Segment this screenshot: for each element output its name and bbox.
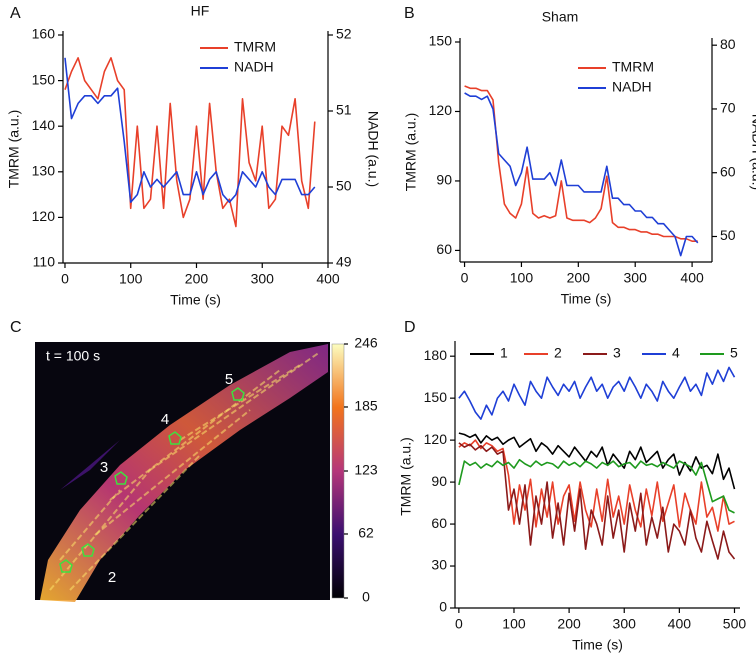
legend-label: 1 — [500, 345, 508, 361]
x-tick-label: 300 — [613, 616, 637, 632]
x-tick-label: 0 — [461, 270, 469, 286]
colorbar-tick-label: 123 — [354, 462, 378, 478]
y-tick-label: 0 — [439, 599, 447, 615]
series-line — [458, 366, 736, 420]
colorbar-tick-label: 246 — [354, 335, 378, 351]
panel-letter: D — [404, 319, 416, 336]
roi-outline — [114, 471, 128, 485]
chart-title: HF — [191, 3, 210, 19]
x-tick-label: 500 — [723, 616, 747, 632]
y2-tick-label: 80 — [720, 36, 736, 52]
y2-tick-label: 60 — [720, 163, 736, 179]
y-tick-label: 150 — [424, 389, 448, 405]
y-tick-label: 160 — [32, 26, 56, 42]
colorbar-tick-label: 0 — [362, 589, 370, 605]
y-tick-label: 180 — [424, 347, 448, 363]
series-line — [458, 442, 736, 560]
x-tick-label: 0 — [455, 616, 463, 632]
x-tick-label: 400 — [668, 616, 692, 632]
roi-outline — [59, 559, 73, 573]
y-tick-label: 140 — [32, 117, 56, 133]
x-axis-label: Time (s) — [561, 291, 612, 307]
legend-label: TMRM — [234, 39, 276, 55]
series-line — [458, 432, 736, 490]
y-tick-label: 150 — [32, 71, 56, 87]
x-tick-label: 100 — [510, 270, 534, 286]
x-axis-label: Time (s) — [572, 637, 623, 653]
cell-streak — [59, 489, 121, 561]
y-tick-label: 120 — [32, 208, 56, 224]
legend-label: 4 — [672, 345, 680, 361]
y-tick-label: 110 — [33, 254, 56, 270]
cell-edge — [60, 440, 120, 490]
legend-label: 5 — [730, 345, 738, 361]
x-tick-label: 200 — [567, 270, 591, 286]
y2-tick-label: 49 — [336, 254, 352, 270]
y-axis-label: TMRM (a.u.) — [398, 437, 414, 516]
legend-label: TMRM — [612, 59, 654, 75]
cell-streak — [94, 409, 251, 536]
series-line — [464, 92, 699, 257]
x-tick-label: 300 — [624, 270, 648, 286]
roi-label: 3 — [100, 459, 108, 476]
series-line — [458, 439, 735, 532]
legend-label: 3 — [613, 345, 621, 361]
y-tick-label: 130 — [32, 163, 56, 179]
y-axis-label: TMRM (a.u.) — [6, 110, 22, 189]
roi-label: 5 — [225, 371, 233, 388]
y-axis-label: TMRM (a.u.) — [403, 113, 419, 192]
y2-axis-label: NADH (a.u.) — [749, 114, 756, 190]
y-tick-label: 30 — [431, 557, 447, 573]
roi-outline — [168, 431, 182, 445]
x-tick-label: 400 — [316, 271, 340, 287]
legend-label: 2 — [554, 345, 562, 361]
y2-axis-label: NADH (a.u.) — [365, 111, 381, 187]
series-line — [464, 85, 698, 242]
legend-label: NADH — [612, 79, 652, 95]
x-tick-label: 100 — [119, 271, 143, 287]
image-annotation: t = 100 s — [46, 348, 100, 364]
cell-streak — [179, 364, 301, 441]
cell-streak — [69, 454, 201, 591]
cell-image — [40, 344, 328, 602]
y2-tick-label: 51 — [336, 102, 352, 118]
cell-streak — [149, 351, 321, 471]
roi-label: 4 — [161, 411, 169, 428]
series-line — [458, 458, 735, 514]
cell-streak — [49, 469, 151, 591]
x-axis-label: Time (s) — [170, 292, 221, 308]
chart-title: Sham — [542, 9, 579, 25]
y-tick-label: 60 — [436, 241, 452, 257]
roi-outline — [81, 543, 95, 557]
panel-letter: A — [10, 5, 21, 22]
y-tick-label: 120 — [424, 431, 448, 447]
colorbar-tick-label: 185 — [354, 398, 378, 414]
y-tick-label: 150 — [429, 33, 453, 49]
y2-tick-label: 52 — [336, 26, 352, 42]
roi-label: 2 — [108, 569, 116, 586]
y2-tick-label: 50 — [336, 178, 352, 194]
x-tick-label: 200 — [185, 271, 209, 287]
y-tick-label: 90 — [431, 473, 447, 489]
x-tick-label: 400 — [680, 270, 704, 286]
x-tick-label: 200 — [557, 616, 581, 632]
series-line — [64, 57, 316, 203]
y-tick-label: 90 — [436, 172, 452, 188]
legend-label: NADH — [234, 59, 274, 75]
x-tick-label: 0 — [61, 271, 69, 287]
roi-label: 1 — [74, 597, 82, 614]
panel-letter: B — [404, 5, 415, 22]
x-tick-label: 300 — [251, 271, 275, 287]
panel-letter: C — [10, 319, 22, 336]
y2-tick-label: 50 — [720, 227, 736, 243]
x-tick-label: 100 — [502, 616, 526, 632]
colorbar-tick-label: 62 — [358, 525, 374, 541]
y2-tick-label: 70 — [720, 100, 736, 116]
y-tick-label: 60 — [431, 515, 447, 531]
series-line — [64, 57, 316, 228]
colorbar — [331, 343, 345, 599]
y-tick-label: 120 — [429, 102, 453, 118]
roi-outline — [231, 387, 245, 401]
